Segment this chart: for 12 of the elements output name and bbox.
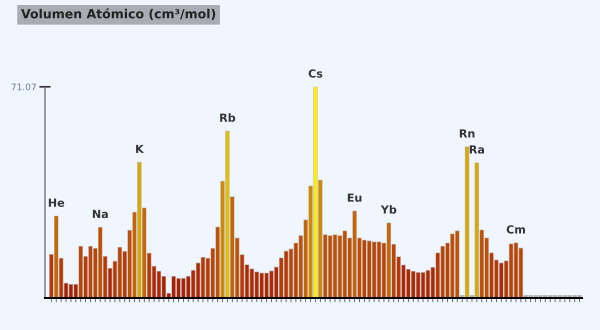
annotation: Cs	[308, 69, 322, 78]
annotation: K	[136, 144, 144, 153]
annotation: Eu	[348, 194, 362, 202]
annotation: Ra	[470, 145, 484, 154]
annotation: Na	[92, 210, 108, 218]
chart-title: Volumen Atómico (cm³/mol)	[21, 8, 216, 20]
y-tick-label: 71.07	[12, 84, 36, 90]
annotation: He	[48, 198, 64, 207]
annotation: Rn	[460, 129, 474, 138]
annotation: Yb	[380, 205, 396, 214]
annotation: Rb	[220, 113, 236, 122]
annotation: Cm	[506, 225, 525, 234]
